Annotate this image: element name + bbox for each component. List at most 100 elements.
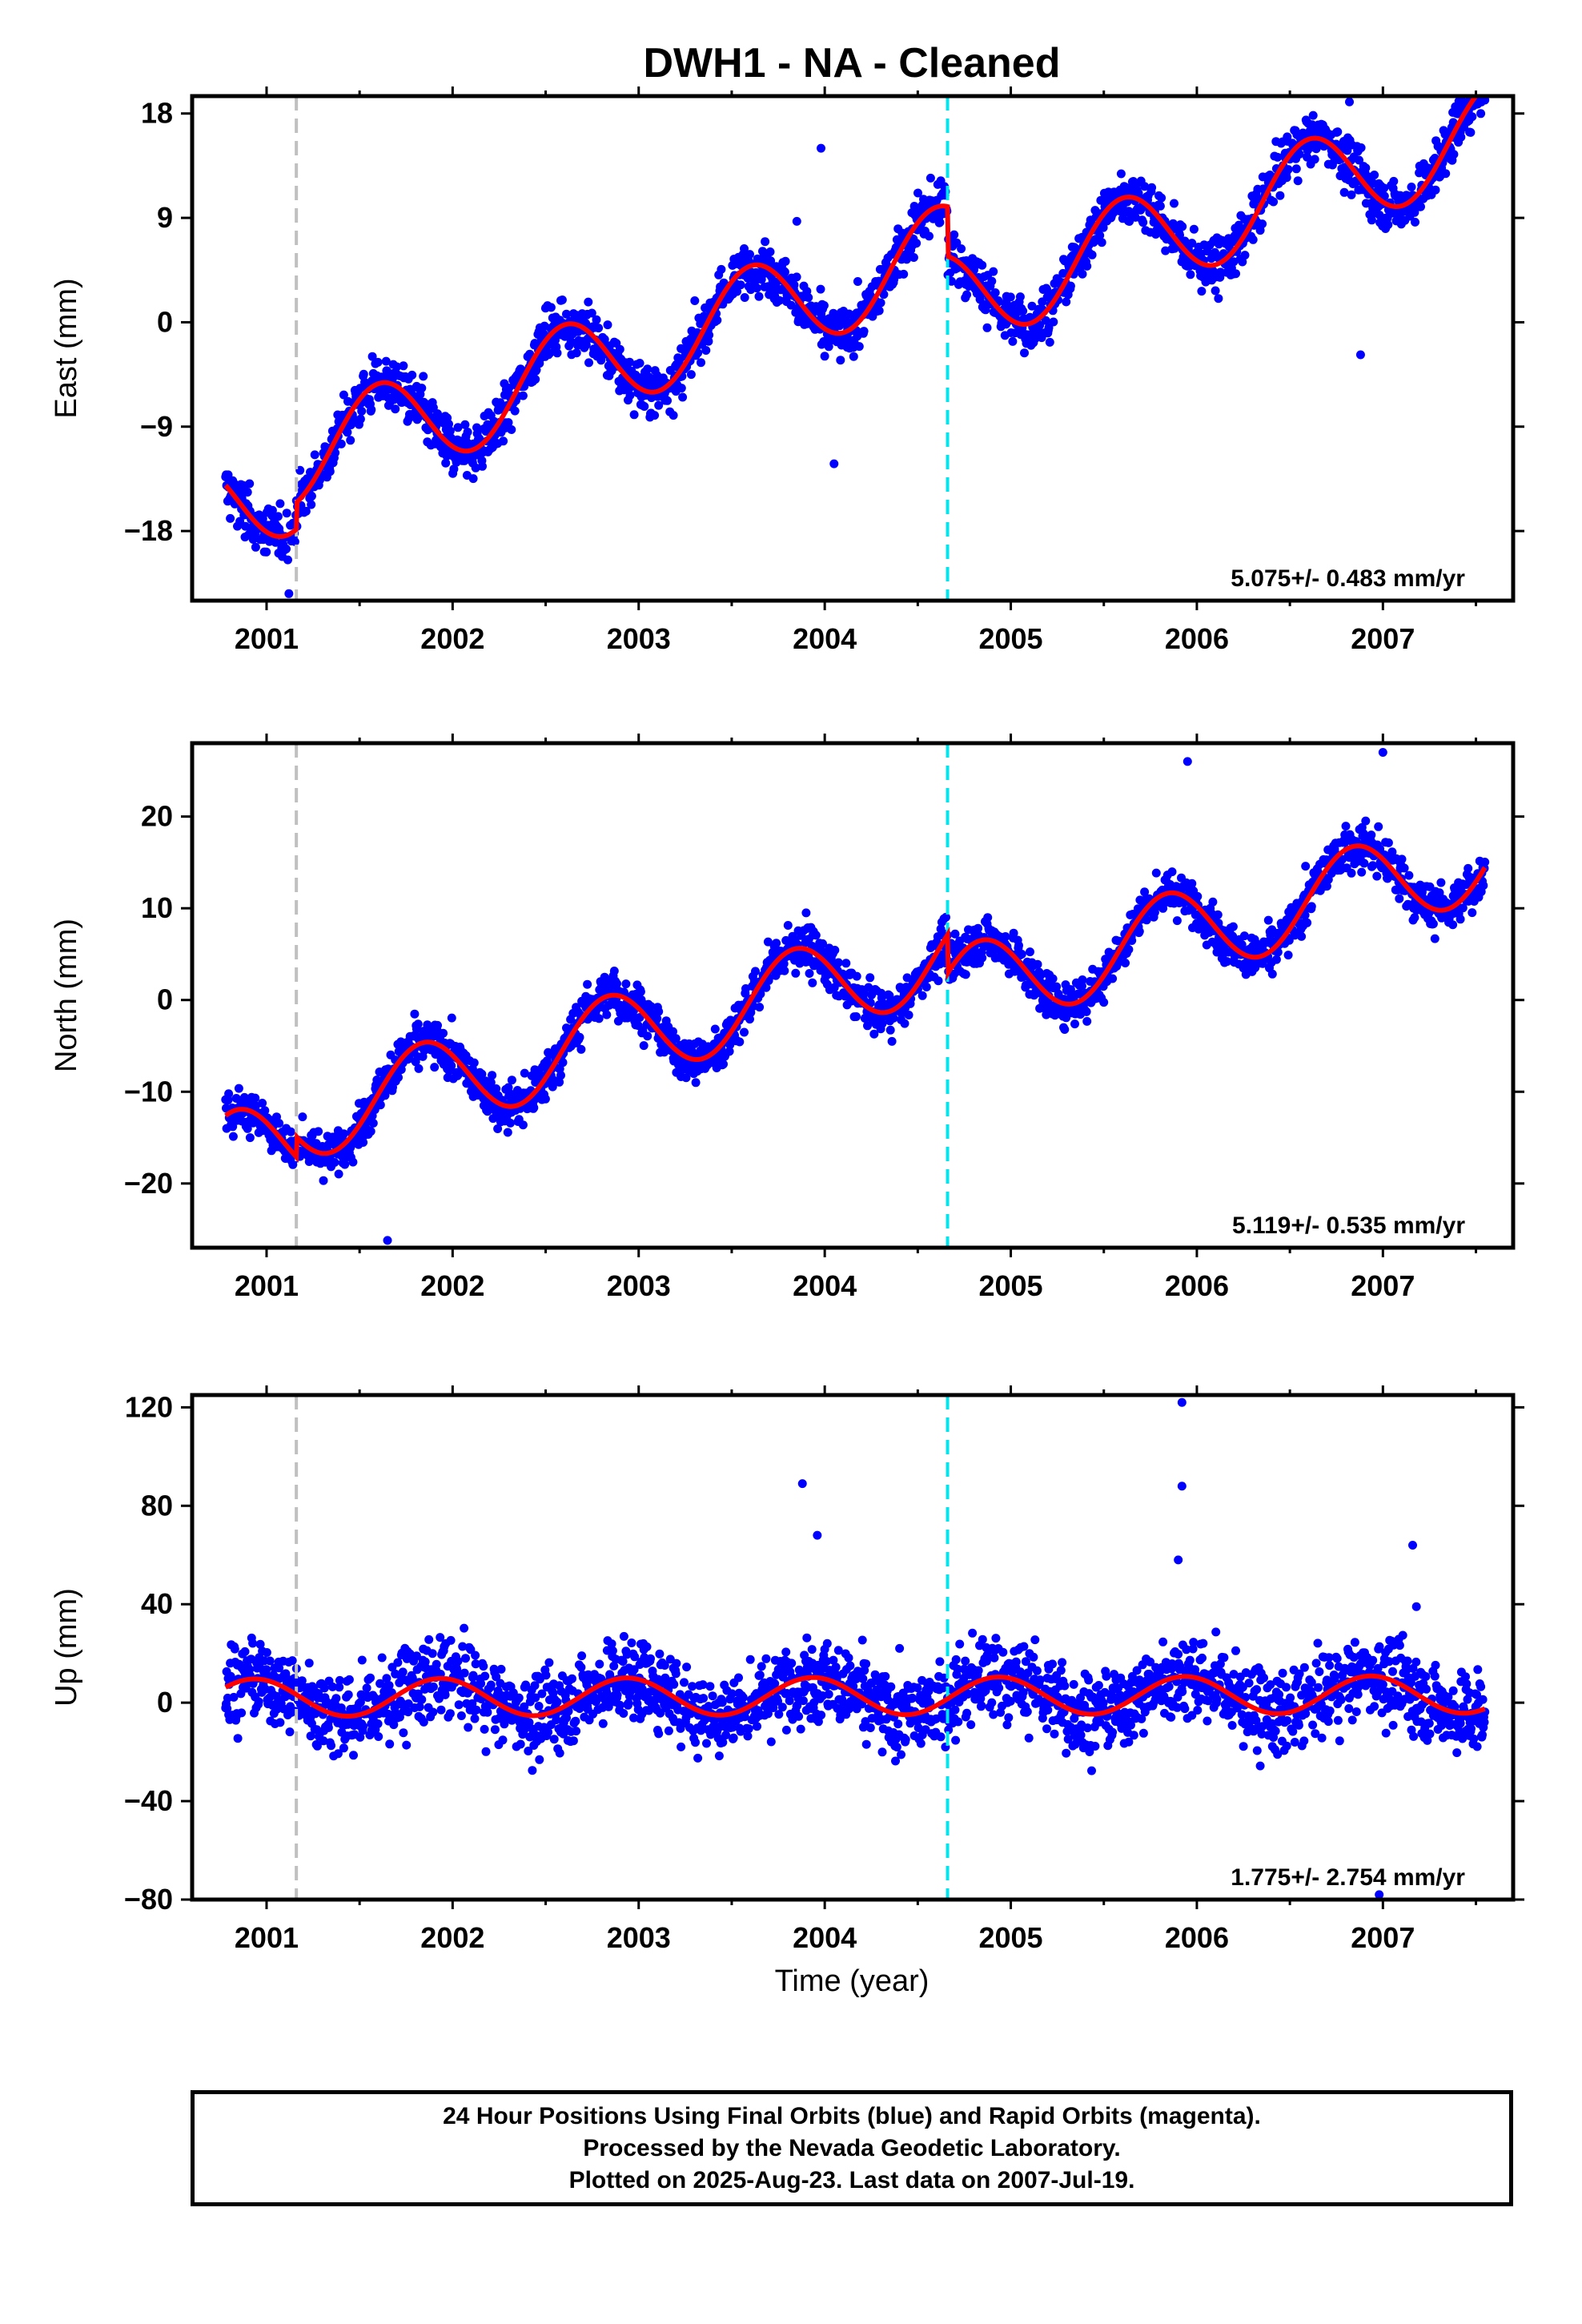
data-point: [1213, 910, 1223, 919]
data-point: [646, 1002, 656, 1011]
data-point: [962, 290, 972, 300]
data-point: [885, 1025, 895, 1035]
data-point: [391, 404, 400, 414]
data-point: [1238, 257, 1247, 267]
data-point: [275, 1119, 284, 1128]
data-point: [262, 1648, 271, 1657]
data-point: [463, 428, 472, 436]
data-point: [836, 356, 845, 365]
data-point: [375, 1100, 385, 1110]
data-point: [334, 1169, 343, 1179]
data-point: [1197, 287, 1207, 296]
data-point: [510, 406, 520, 416]
y-axis-label: East (mm): [50, 278, 83, 418]
data-point: [486, 1078, 496, 1088]
data-point: [1383, 838, 1393, 847]
data-point: [399, 361, 408, 371]
data-point: [552, 348, 562, 358]
data-point: [1058, 268, 1068, 278]
data-point: [228, 1122, 238, 1132]
data-point: [974, 923, 983, 933]
data-point: [629, 410, 639, 420]
data-point: [621, 979, 631, 989]
data-point: [475, 434, 484, 444]
data-point: [989, 267, 998, 276]
data-point: [1124, 945, 1134, 955]
data-point: [705, 330, 714, 340]
x-tick-label: 2005: [978, 1269, 1042, 1302]
data-point: [740, 1027, 749, 1037]
data-point: [789, 280, 799, 290]
data-point: [636, 987, 645, 996]
data-point: [367, 352, 377, 361]
data-point: [327, 1741, 335, 1751]
data-point: [650, 411, 660, 420]
data-point: [1448, 118, 1458, 127]
data-point: [1193, 891, 1203, 901]
data-point: [1283, 951, 1293, 960]
data-point: [1211, 286, 1220, 296]
data-point: [275, 1718, 285, 1727]
data-point: [273, 512, 283, 521]
data-point: [472, 1705, 481, 1715]
data-point: [921, 983, 931, 991]
data-point: [594, 324, 604, 333]
data-point: [529, 1103, 539, 1112]
data-point: [430, 1063, 440, 1072]
data-point: [710, 1024, 720, 1034]
data-point: [275, 499, 285, 509]
data-point: [765, 247, 775, 256]
data-point: [584, 358, 593, 368]
data-point: [470, 1714, 480, 1723]
data-point: [725, 1047, 734, 1056]
data-point: [373, 1719, 383, 1728]
data-point: [447, 1061, 456, 1071]
plot-frame: [190, 94, 1516, 603]
data-point: [754, 292, 764, 301]
data-point: [624, 357, 634, 367]
data-point: [1359, 829, 1368, 838]
data-point: [1284, 935, 1294, 945]
data-point: [1108, 974, 1118, 983]
data-point: [285, 1727, 295, 1737]
data-point: [260, 1106, 270, 1116]
data-point: [1395, 894, 1404, 903]
data-point: [745, 250, 754, 259]
data-point: [1479, 881, 1488, 891]
data-point: [1468, 112, 1477, 122]
data-point: [877, 993, 886, 1003]
data-point: [1361, 163, 1371, 173]
data-point: [307, 500, 316, 509]
data-point: [488, 1071, 497, 1080]
data-point: [234, 1084, 243, 1093]
data-point: [355, 414, 365, 424]
data-point: [1060, 1025, 1070, 1034]
data-point: [428, 1682, 438, 1691]
data-point: [496, 1664, 506, 1674]
data-point: [255, 1639, 265, 1649]
data-point: [445, 426, 455, 436]
outlier-point: [383, 1236, 392, 1245]
data-point: [1127, 936, 1137, 945]
data-point: [314, 1127, 323, 1136]
data-point: [1014, 941, 1023, 951]
data-point: [889, 1013, 898, 1023]
data-point: [1291, 164, 1301, 174]
data-point: [1341, 822, 1351, 831]
data-point: [1033, 959, 1042, 969]
data-point: [1480, 96, 1490, 105]
data-point: [414, 1063, 424, 1073]
data-point: [492, 1084, 501, 1093]
data-point: [486, 1680, 496, 1690]
data-point: [480, 1671, 490, 1681]
data-point: [1333, 127, 1343, 137]
data-point: [1308, 111, 1318, 120]
data-point: [428, 1649, 437, 1659]
data-point: [1307, 902, 1316, 911]
data-point: [640, 402, 649, 411]
data-point: [1001, 932, 1010, 941]
data-point: [393, 1658, 403, 1667]
data-point: [490, 1725, 500, 1735]
data-point: [852, 1012, 861, 1021]
data-point: [1187, 879, 1197, 888]
